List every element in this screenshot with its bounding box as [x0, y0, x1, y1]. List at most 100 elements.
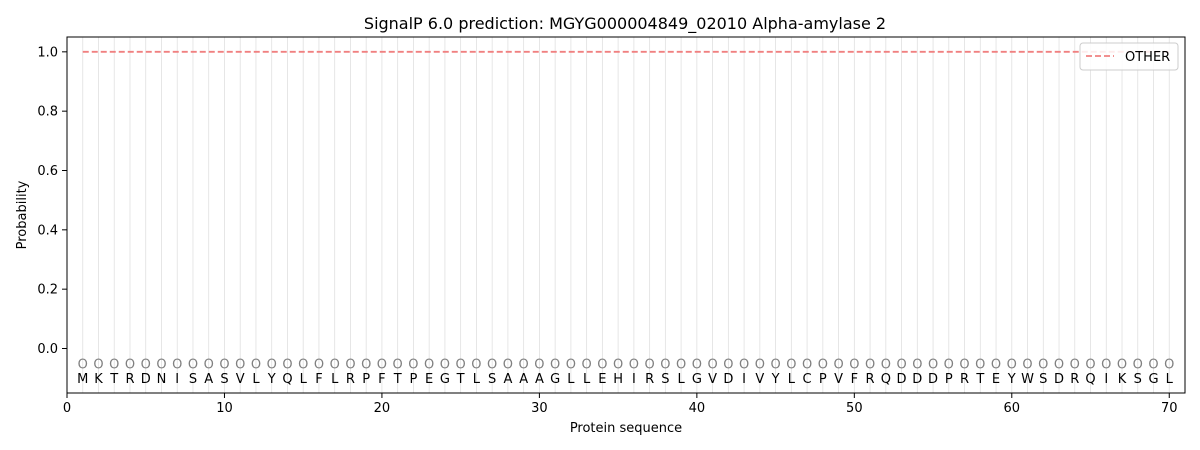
- residue-label: E: [425, 372, 433, 387]
- x-tick-label: 60: [1004, 401, 1021, 416]
- residue-label: I: [742, 372, 746, 387]
- residue-label: A: [503, 372, 512, 387]
- residue-marker: O: [597, 357, 607, 372]
- residue-marker: O: [928, 357, 938, 372]
- residue-marker: O: [1101, 357, 1111, 372]
- residue-marker: O: [723, 357, 733, 372]
- residue-marker: O: [629, 357, 639, 372]
- residue-marker: O: [1117, 357, 1127, 372]
- residue-label: A: [535, 372, 544, 387]
- plot-frame: [66, 36, 1186, 394]
- residue-label: P: [819, 372, 827, 387]
- residue-label: I: [175, 372, 179, 387]
- residue-label: L: [473, 372, 481, 387]
- residue-marker: O: [345, 357, 355, 372]
- residue-marker: O: [944, 357, 954, 372]
- residue-label: Q: [1085, 372, 1095, 387]
- residue-label: D: [723, 372, 733, 387]
- residue-label: L: [252, 372, 260, 387]
- y-tick-label: 0.2: [37, 283, 58, 298]
- residue-label: D: [141, 372, 151, 387]
- residue-marker: O: [802, 357, 812, 372]
- residue-label: S: [220, 372, 228, 387]
- residue-marker: O: [267, 357, 277, 372]
- residue-label: T: [393, 372, 402, 387]
- residue-marker: O: [912, 357, 922, 372]
- x-axis-label: Protein sequence: [570, 421, 682, 436]
- residue-label: W: [1021, 372, 1034, 387]
- residue-label: V: [755, 372, 764, 387]
- x-tick-label: 30: [531, 401, 548, 416]
- residue-label: D: [912, 372, 922, 387]
- residue-marker: O: [1148, 357, 1158, 372]
- residue-label: R: [125, 372, 134, 387]
- residue-marker: O: [991, 357, 1001, 372]
- residue-label: A: [204, 372, 213, 387]
- residue-marker: O: [78, 357, 88, 372]
- residue-label: E: [598, 372, 606, 387]
- legend: OTHER: [1079, 42, 1179, 71]
- x-tick-label: 50: [846, 401, 863, 416]
- residue-label: P: [945, 372, 953, 387]
- grid-lines: [82, 37, 1170, 393]
- residue-marker: O: [1070, 357, 1080, 372]
- residue-marker: O: [141, 357, 151, 372]
- residue-label: S: [1039, 372, 1047, 387]
- x-tick-label: 70: [1161, 401, 1178, 416]
- residue-marker: O: [786, 357, 796, 372]
- residue-marker: O: [251, 357, 261, 372]
- residue-marker: O: [471, 357, 481, 372]
- residue-marker: O: [204, 357, 214, 372]
- residue-label: Q: [881, 372, 891, 387]
- residue-label: T: [456, 372, 465, 387]
- residue-label: P: [410, 372, 418, 387]
- residue-label: Y: [267, 372, 276, 387]
- residue-marker: O: [456, 357, 466, 372]
- residue-marker: O: [298, 357, 308, 372]
- residue-label: K: [94, 372, 103, 387]
- y-tick-label: 0.0: [37, 342, 58, 357]
- residue-label: P: [362, 372, 370, 387]
- x-tick-label: 0: [63, 401, 71, 416]
- residue-marker: O: [424, 357, 434, 372]
- residue-label: R: [645, 372, 654, 387]
- residue-marker: O: [519, 357, 529, 372]
- residue-marker: O: [1133, 357, 1143, 372]
- residue-label: D: [928, 372, 938, 387]
- residue-marker: O: [109, 357, 119, 372]
- residue-label: S: [189, 372, 197, 387]
- residue-marker: O: [93, 357, 103, 372]
- residue-label: T: [109, 372, 118, 387]
- residue-marker: O: [1085, 357, 1095, 372]
- chart-title: SignalP 6.0 prediction: MGYG000004849_02…: [364, 14, 886, 34]
- residue-label: D: [897, 372, 907, 387]
- residue-marker: O: [660, 357, 670, 372]
- residue-label: I: [632, 372, 636, 387]
- residue-marker: O: [408, 357, 418, 372]
- residue-label: C: [803, 372, 812, 387]
- residue-marker: O: [582, 357, 592, 372]
- residue-marker: O: [440, 357, 450, 372]
- residue-marker: O: [739, 357, 749, 372]
- residue-marker: O: [896, 357, 906, 372]
- legend-label-other: OTHER: [1125, 50, 1170, 65]
- residue-label: R: [1070, 372, 1079, 387]
- residue-marker: O: [755, 357, 765, 372]
- residue-marker: O: [156, 357, 166, 372]
- residue-label: L: [583, 372, 591, 387]
- residue-label: S: [1134, 372, 1142, 387]
- residue-marker: O: [770, 357, 780, 372]
- residue-label: S: [488, 372, 496, 387]
- residue-label: A: [519, 372, 528, 387]
- x-tick-label: 10: [216, 401, 233, 416]
- residue-marker: O: [125, 357, 135, 372]
- residue-label: I: [1104, 372, 1108, 387]
- residue-marker: O: [314, 357, 324, 372]
- residue-label: S: [661, 372, 669, 387]
- x-tick-label: 20: [374, 401, 391, 416]
- residue-marker: O: [975, 357, 985, 372]
- residue-marker: O: [534, 357, 544, 372]
- residue-label: Q: [282, 372, 292, 387]
